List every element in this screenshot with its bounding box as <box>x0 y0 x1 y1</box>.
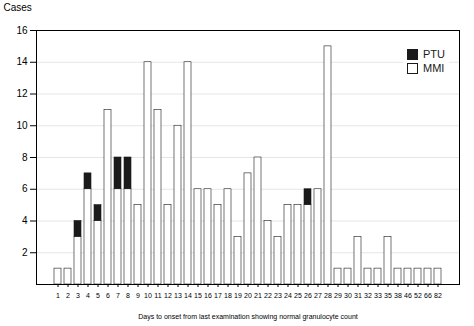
svg-text:32: 32 <box>364 292 372 299</box>
svg-text:38: 38 <box>394 292 402 299</box>
svg-text:6: 6 <box>22 183 28 194</box>
svg-text:17: 17 <box>214 292 222 299</box>
svg-text:46: 46 <box>404 292 412 299</box>
svg-text:4: 4 <box>22 215 28 226</box>
svg-text:2: 2 <box>22 247 28 258</box>
svg-text:19: 19 <box>234 292 242 299</box>
svg-text:35: 35 <box>384 292 392 299</box>
svg-text:18: 18 <box>224 292 232 299</box>
svg-text:4: 4 <box>86 292 90 299</box>
svg-text:27: 27 <box>314 292 322 299</box>
svg-text:25: 25 <box>294 292 302 299</box>
svg-text:10: 10 <box>144 292 152 299</box>
svg-text:3: 3 <box>76 292 80 299</box>
svg-text:14: 14 <box>16 56 28 67</box>
svg-text:14: 14 <box>184 292 192 299</box>
svg-text:33: 33 <box>374 292 382 299</box>
svg-text:29: 29 <box>334 292 342 299</box>
svg-text:23: 23 <box>274 292 282 299</box>
svg-text:24: 24 <box>284 292 292 299</box>
svg-text:82: 82 <box>434 292 442 299</box>
svg-text:31: 31 <box>354 292 362 299</box>
svg-text:12: 12 <box>164 292 172 299</box>
svg-text:9: 9 <box>136 292 140 299</box>
svg-text:Days to onset from last examin: Days to onset from last examination show… <box>138 313 357 321</box>
html-text:PTU: PTU <box>423 48 445 60</box>
svg-text:16: 16 <box>16 25 28 36</box>
svg-text:52: 52 <box>414 292 422 299</box>
svg-text:11: 11 <box>154 292 161 299</box>
svg-text:12: 12 <box>16 88 28 99</box>
svg-text:26: 26 <box>304 292 312 299</box>
svg-text:20: 20 <box>244 292 252 299</box>
svg-text:8: 8 <box>22 152 28 163</box>
svg-text:30: 30 <box>344 292 352 299</box>
svg-text:7: 7 <box>116 292 120 299</box>
svg-text:10: 10 <box>16 120 28 131</box>
svg-text:1: 1 <box>56 292 60 299</box>
svg-text:21: 21 <box>254 292 262 299</box>
svg-text:22: 22 <box>264 292 272 299</box>
html-text:MMI: MMI <box>423 62 445 74</box>
svg-text:6: 6 <box>106 292 110 299</box>
svg-text:2: 2 <box>66 292 70 299</box>
svg-text:8: 8 <box>126 292 130 299</box>
svg-text:13: 13 <box>174 292 182 299</box>
svg-text:5: 5 <box>96 292 100 299</box>
svg-text:Cases: Cases <box>4 2 32 13</box>
svg-text:15: 15 <box>194 292 202 299</box>
svg-text:66: 66 <box>424 292 432 299</box>
svg-text:16: 16 <box>204 292 212 299</box>
svg-text:28: 28 <box>324 292 332 299</box>
